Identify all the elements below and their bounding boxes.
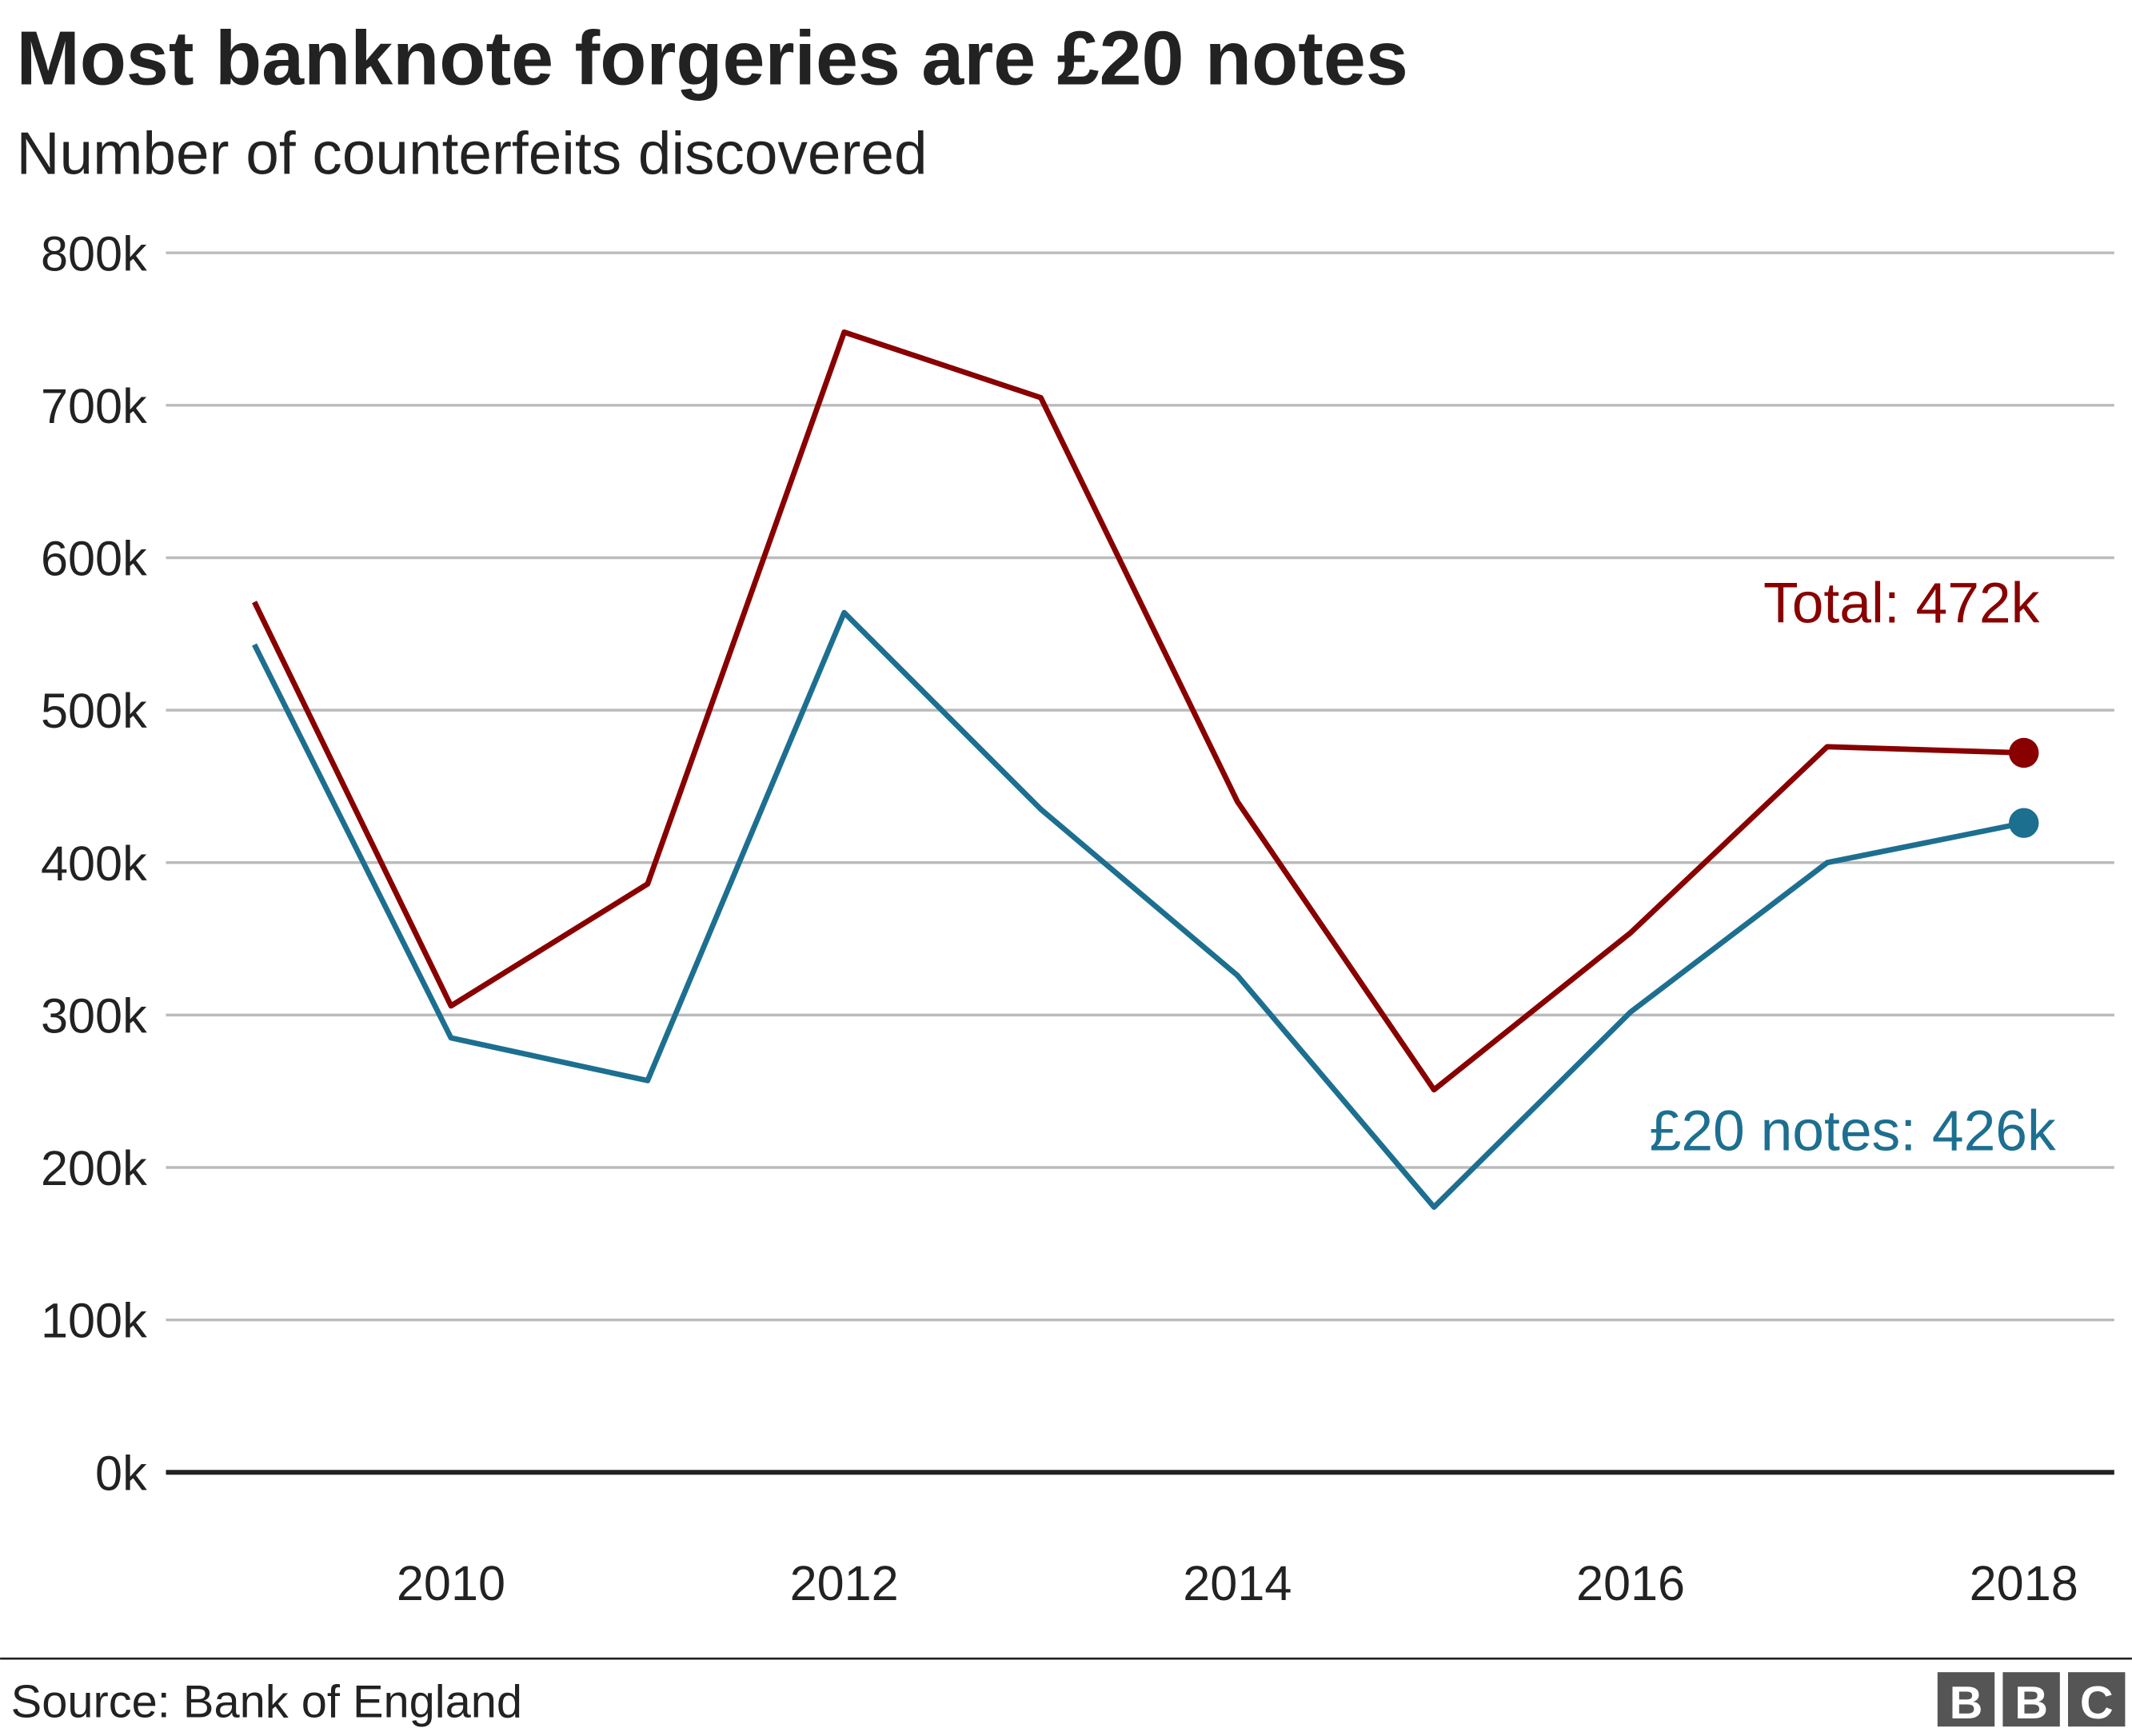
logo-box [2068,1672,2126,1727]
x-tick-label: 2010 [397,1556,505,1610]
y-tick-label: 500k [41,684,147,738]
x-tick-label: 2016 [1576,1556,1685,1610]
series-line [252,329,2024,1093]
chart-title: Most banknote forgeries are £20 notes [16,16,1407,101]
logo-letter: C [2080,1678,2114,1729]
y-tick-label: 300k [41,988,147,1043]
y-tick-label: 700k [41,379,147,433]
series-line [252,609,2025,1210]
y-tick-label: 800k [41,226,147,281]
logo-box [2002,1672,2060,1727]
x-tick-label: 2018 [1970,1556,2078,1610]
series-annotation: Total: 472k [1763,572,2040,636]
x-tick-label: 2012 [790,1556,899,1610]
series-annotation: £20 notes: 426k [1650,1099,2056,1163]
x-tick-label: 2014 [1183,1556,1292,1610]
logo-box [1937,1672,1995,1727]
source: Source: Bank of England [11,1676,522,1727]
y-tick-label: 0k [95,1446,147,1500]
y-tick-label: 400k [41,836,147,891]
y-tick-label: 200k [41,1141,147,1195]
logo-letter: B [1950,1678,1983,1729]
logo-letter: B [2014,1678,2048,1729]
end-dot [2009,808,2039,838]
y-tick-label: 100k [41,1294,147,1348]
y-tick-label: 600k [41,532,147,586]
end-dot [2009,737,2039,768]
chart-subtitle: Number of counterfeits discovered [16,120,927,187]
